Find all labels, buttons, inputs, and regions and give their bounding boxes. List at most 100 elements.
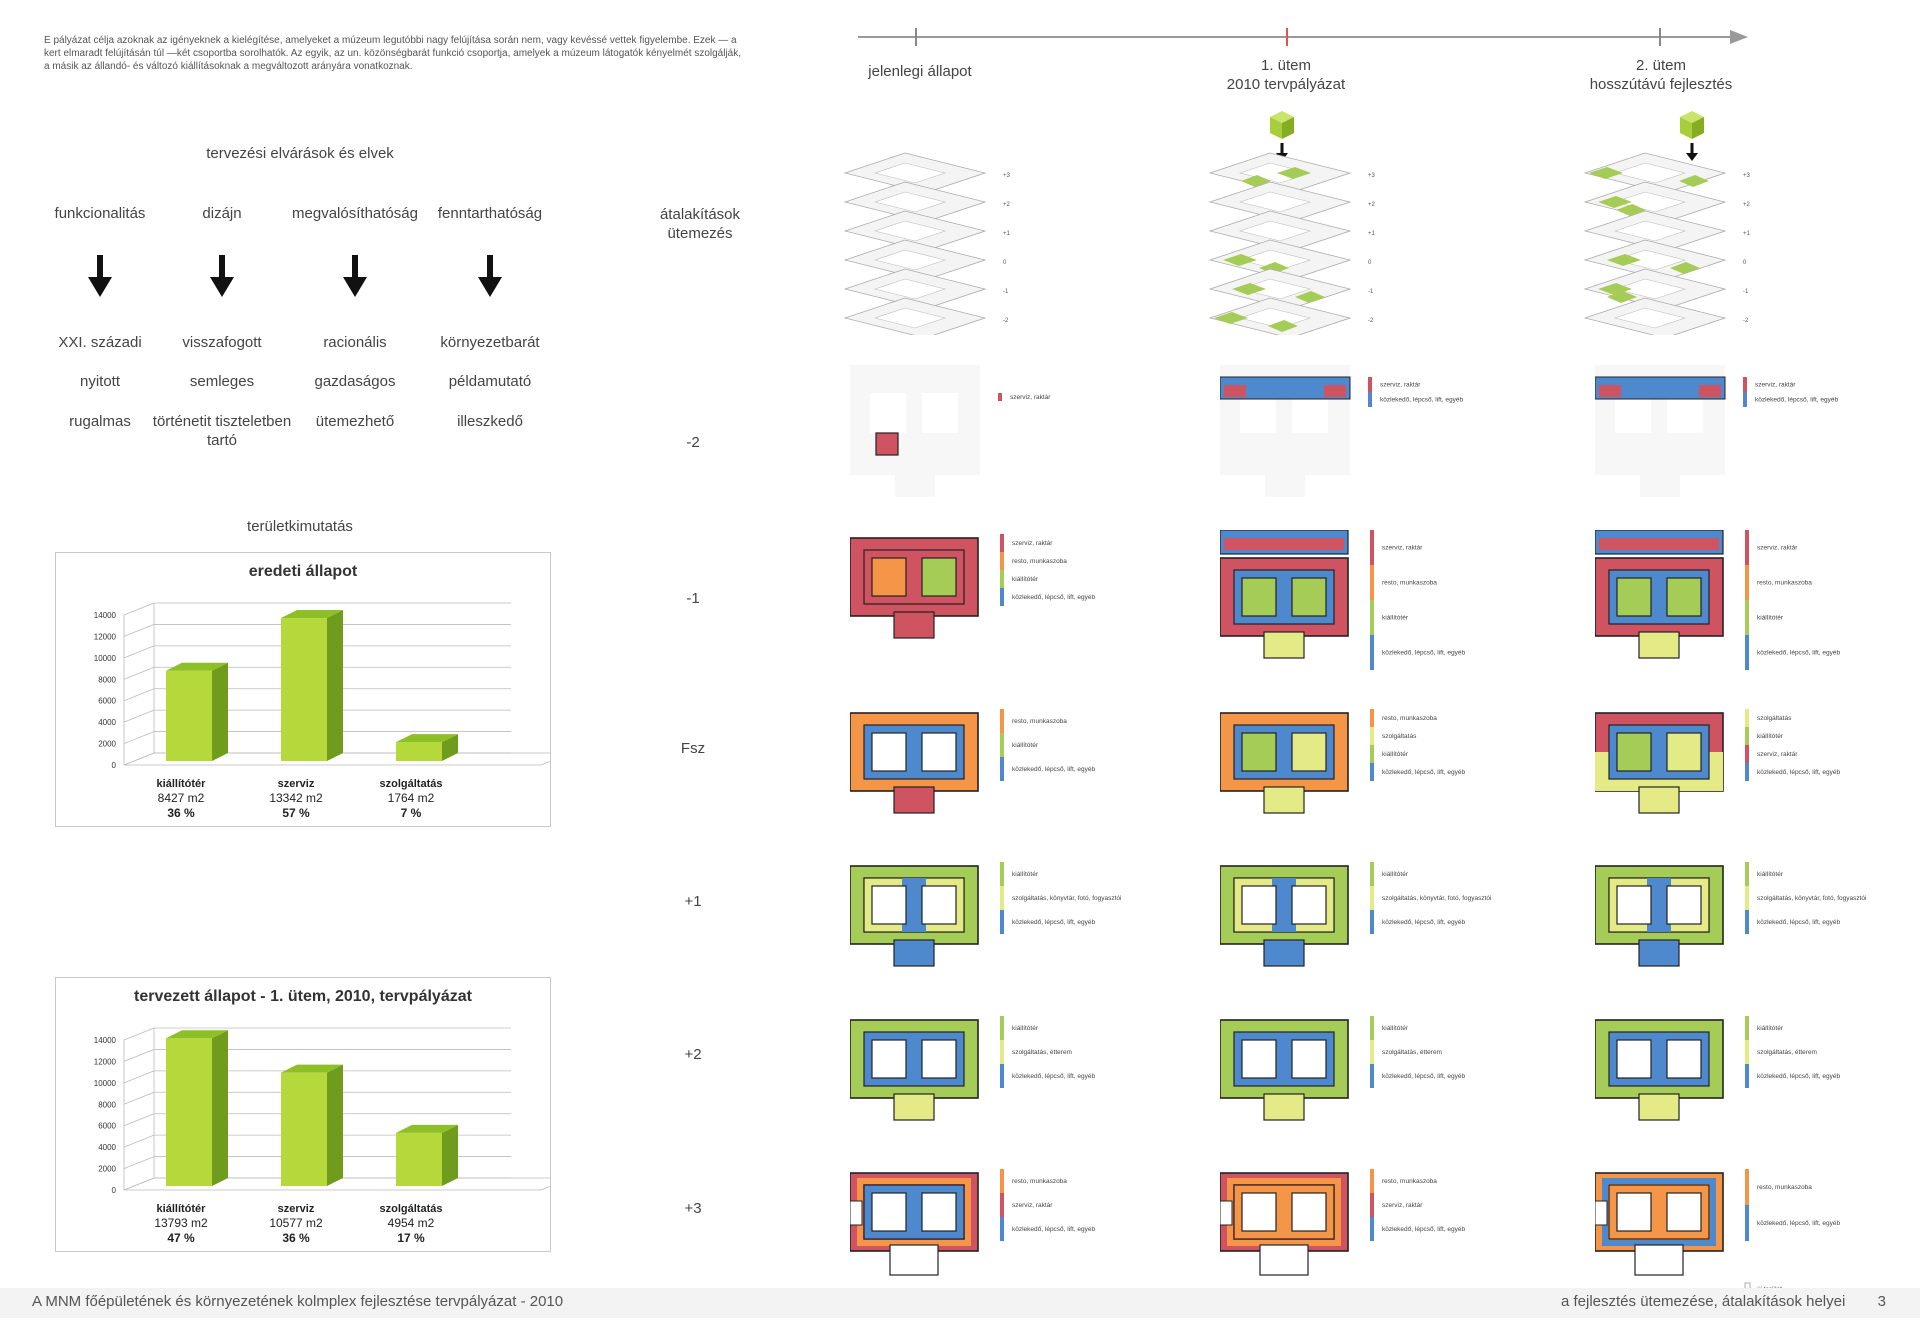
legend-swatch xyxy=(1000,588,1004,606)
chart-floor xyxy=(123,1177,550,1191)
plan-room-right xyxy=(1666,885,1702,925)
principles-title: tervezési elvárások és elvek xyxy=(206,145,394,162)
plan-room-right xyxy=(1291,1039,1327,1079)
plan-room-left xyxy=(871,885,907,925)
iso-level-label: +2 xyxy=(1743,202,1751,208)
legend-label: közlekedő, lépcső, lift, egyéb xyxy=(1382,650,1465,657)
page-number: 3 xyxy=(1877,1293,1886,1310)
plan-room-right xyxy=(1666,732,1702,772)
plan-annex xyxy=(1263,786,1305,814)
ghost-room xyxy=(1240,393,1276,433)
iso-court xyxy=(1613,278,1687,300)
legend-swatch xyxy=(1370,910,1374,934)
plan-room-left xyxy=(871,732,907,772)
category-label: szolgáltatás xyxy=(380,778,443,790)
plan-annex xyxy=(1638,1093,1680,1121)
iso-stack: +3 +2 +1 0 -1 -2 xyxy=(1200,105,1390,339)
legend-label: szerviz, raktár xyxy=(1380,382,1421,389)
legend-swatch xyxy=(1370,1217,1374,1241)
floor-plan: kiállítótér szolgáltatás, étterem közleked… xyxy=(1219,1012,1520,1152)
bar-front xyxy=(396,1132,442,1186)
legend-swatch xyxy=(1745,763,1749,781)
principle-value: racionális xyxy=(323,334,387,351)
y-tick-label: 2000 xyxy=(98,1165,116,1174)
bar-top xyxy=(396,1124,458,1133)
ghost-room xyxy=(922,393,958,433)
ghost-annex xyxy=(895,475,935,497)
legend-label: kiállítótér xyxy=(1382,751,1409,758)
iso-new-area xyxy=(1607,254,1641,266)
iso-level-label: +1 xyxy=(1003,231,1011,237)
legend-label: resto, munkaszoba xyxy=(1012,718,1067,725)
iso-new-area xyxy=(1679,175,1709,187)
iso-new-area xyxy=(1607,291,1637,303)
ghost-room xyxy=(1292,393,1328,433)
legend-label: kiállítótér xyxy=(1757,1025,1784,1032)
legend-label: közlekedő, lépcső, lift, egyéb xyxy=(1012,766,1095,773)
legend-label: szolgáltatás, könyvtár, fotó, fogyasztói xyxy=(1012,895,1121,902)
plan-band-red xyxy=(1699,385,1721,397)
plan-room-left xyxy=(1616,885,1652,925)
plan-annex xyxy=(893,786,935,814)
floor-plan: kiállítótér szolgáltatás, könyvtár, fotó,… xyxy=(1219,858,1520,998)
y-tick-label: 0 xyxy=(112,761,117,770)
floor-plan: szerviz, raktár resto, munkaszoba kiállító… xyxy=(1594,529,1895,670)
legend-swatch xyxy=(1370,763,1374,781)
legend-label: közlekedő, lépcső, lift, egyéb xyxy=(1382,1073,1465,1080)
legend-label: közlekedő, lépcső, lift, egyéb xyxy=(1755,397,1838,404)
legend-swatch xyxy=(1000,1040,1004,1064)
grid-line xyxy=(123,666,155,680)
grid-line xyxy=(123,1070,155,1084)
legend-label: kiállítótér xyxy=(1012,576,1039,583)
legend-label: szerviz, raktár xyxy=(1012,1202,1053,1209)
floor-plan: szerviz, raktár közlekedő, lépcső, lift, … xyxy=(1594,365,1895,505)
legend-label: szolgáltatás, étterem xyxy=(1757,1049,1817,1056)
legend-label: közlekedő, lépcső, lift, egyéb xyxy=(1757,769,1840,776)
percent-label: 47 % xyxy=(167,1231,195,1245)
legend-swatch xyxy=(1745,709,1749,727)
legend-swatch xyxy=(1745,910,1749,934)
plan-room-right xyxy=(1291,885,1327,925)
iso-court xyxy=(1238,220,1312,242)
stage-phase2-label: 2. ütem hosszútávú fejlesztés xyxy=(1589,57,1733,93)
iso-court xyxy=(873,278,947,300)
category-label: kiállítótér xyxy=(157,778,207,790)
iso-level-label: +3 xyxy=(1743,173,1751,179)
ghost-annex xyxy=(1265,475,1305,497)
iso-court xyxy=(1238,307,1312,329)
plan-room-left xyxy=(1616,1192,1652,1232)
percent-label: 7 % xyxy=(401,806,422,820)
grid-line xyxy=(123,731,155,744)
legend-swatch xyxy=(1368,377,1372,392)
legend-swatch xyxy=(1370,886,1374,910)
bar-front xyxy=(396,742,442,761)
chart-planned: tervezett állapot - 1. ütem, 2010, tervp… xyxy=(55,977,551,1252)
iso-court xyxy=(873,220,947,242)
arrow-down-icon xyxy=(88,255,112,297)
iso-stack: +3 +2 +1 0 -1 -2 xyxy=(835,105,1025,339)
y-tick-label: 4000 xyxy=(98,1143,116,1152)
legend-swatch xyxy=(1745,635,1749,670)
plan-annex xyxy=(1638,631,1680,659)
legend-label: kiállítótér xyxy=(1382,1025,1409,1032)
category-label: szerviz xyxy=(278,1203,315,1215)
bar-front xyxy=(281,618,327,761)
chart-planned-title: tervezett állapot - 1. ütem, 2010, tervp… xyxy=(134,988,472,1005)
legend-swatch xyxy=(1370,530,1374,565)
legend-label: közlekedő, lépcső, lift, egyéb xyxy=(1382,769,1465,776)
y-tick-label: 14000 xyxy=(94,611,117,620)
grid-line xyxy=(123,1156,155,1169)
legend-swatch xyxy=(1370,1016,1374,1040)
floor-plan: resto, munkaszoba közlekedő, lépcső, lift… xyxy=(1594,1165,1895,1305)
principle-value: XXI. századi xyxy=(58,334,142,351)
legend-label: kiállítótér xyxy=(1757,615,1784,622)
percent-label: 36 % xyxy=(167,806,195,820)
arrow-head xyxy=(1686,153,1698,161)
iso-level-label: -1 xyxy=(1003,289,1009,295)
legend-swatch xyxy=(1000,757,1004,781)
legend-label: közlekedő, lépcső, lift, egyéb xyxy=(1380,397,1463,404)
legend-swatch xyxy=(1743,377,1747,392)
grid-line xyxy=(123,688,155,702)
legend-label: közlekedő, lépcső, lift, egyéb xyxy=(1382,1226,1465,1233)
y-tick-label: 12000 xyxy=(94,1057,117,1066)
